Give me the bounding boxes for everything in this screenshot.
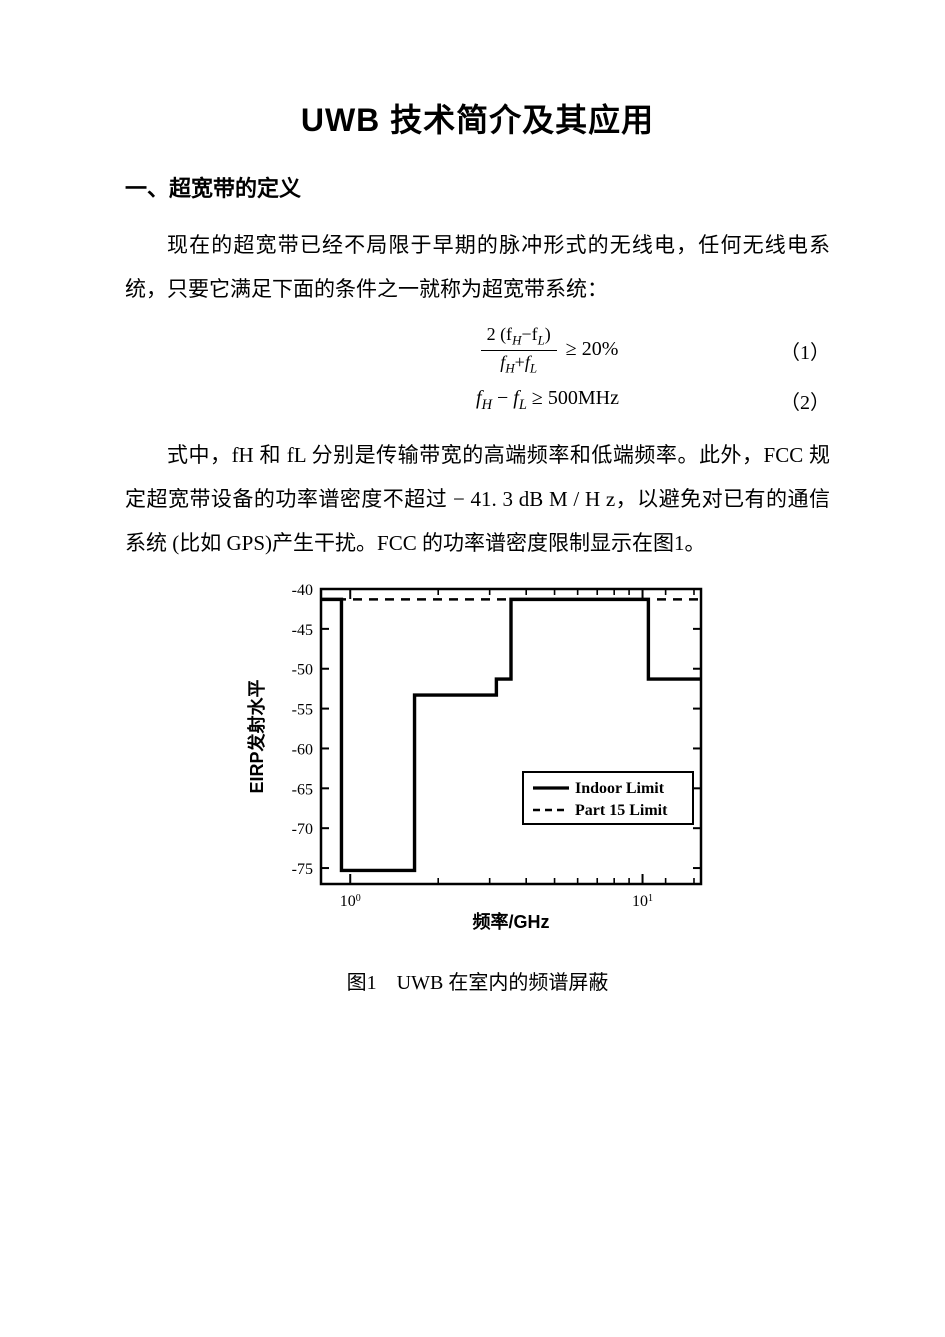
svg-text:Indoor Limit: Indoor Limit [575, 780, 665, 797]
svg-text:-70: -70 [291, 821, 312, 838]
spectrum-mask-chart: -40-45-50-55-60-65-70-75100101EIRP发射水平频率… [243, 579, 713, 939]
svg-text:-45: -45 [291, 622, 312, 639]
svg-text:EIRP发射水平: EIRP发射水平 [246, 680, 267, 794]
svg-text:-40: -40 [291, 582, 312, 599]
paragraph-1: 现在的超宽带已经不局限于早期的脉冲形式的无线电，任何无线电系统，只要它满足下面的… [125, 223, 830, 311]
section-heading-1: 一、超宽带的定义 [125, 171, 830, 203]
equation-1: 2 (fH−fL) fH+fL ≥ 20% （1） [125, 325, 830, 376]
equation-2: fH − fL ≥ 500MHz （2） [125, 386, 830, 415]
equation-2-body: fH − fL ≥ 500MHz [325, 387, 770, 414]
equation-2-number: （2） [770, 386, 830, 415]
svg-text:频率/GHz: 频率/GHz [472, 911, 549, 932]
document-page: UWB 技术简介及其应用 一、超宽带的定义 现在的超宽带已经不局限于早期的脉冲形… [0, 0, 945, 1337]
figure-1: -40-45-50-55-60-65-70-75100101EIRP发射水平频率… [125, 579, 830, 995]
figure-1-caption: 图1 UWB 在室内的频谱屏蔽 [125, 966, 830, 995]
svg-text:-75: -75 [291, 861, 312, 878]
svg-text:-55: -55 [291, 702, 312, 719]
equation-1-number: （1） [770, 336, 830, 365]
svg-text:-60: -60 [291, 742, 312, 759]
svg-text:Part 15 Limit: Part 15 Limit [575, 802, 668, 819]
equation-2-rhs: ≥ 500MHz [527, 387, 619, 409]
svg-text:-65: -65 [291, 781, 312, 798]
equation-1-body: 2 (fH−fL) fH+fL ≥ 20% [325, 325, 770, 376]
svg-text:-50: -50 [291, 662, 312, 679]
page-title: UWB 技术简介及其应用 [125, 95, 830, 141]
paragraph-2: 式中，fH 和 fL 分别是传输带宽的高端频率和低端频率。此外，FCC 规定超宽… [125, 433, 830, 565]
